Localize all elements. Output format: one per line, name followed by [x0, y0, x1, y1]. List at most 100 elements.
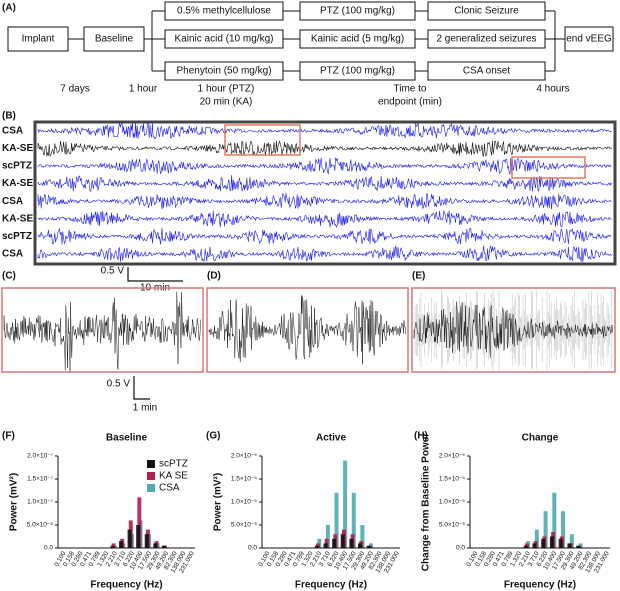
timeline-label: 1 hour (PTZ) — [198, 84, 255, 95]
panel-label: (A) — [2, 3, 16, 14]
bar — [340, 534, 345, 548]
bar — [314, 545, 319, 548]
panel-frame — [411, 287, 616, 373]
y-tick-label: 0.0 — [456, 545, 465, 552]
bar — [523, 545, 528, 548]
bar — [357, 543, 362, 548]
legend-swatch — [147, 472, 155, 480]
scale-bar — [127, 267, 183, 282]
row-label: CSA — [2, 125, 23, 136]
bar — [136, 525, 141, 548]
spectra: (F) Baseline Power (mV²) Frequency (Hz) 0.0 5… — [2, 431, 611, 591]
scale-label: 0.5 V — [101, 266, 125, 277]
timeline-label: 20 min (KA) — [200, 97, 253, 108]
panel-label: (F) — [2, 431, 15, 442]
box-label: Implant — [22, 34, 55, 45]
box — [427, 61, 546, 81]
y-tick-label: 2.0×10⁻⁷ — [27, 453, 53, 460]
bar — [552, 492, 557, 548]
box-label: Phenytoin (50 mg/kg) — [176, 66, 271, 77]
panel-label: (E) — [412, 271, 425, 282]
legend-swatch — [147, 484, 155, 492]
bar — [144, 534, 149, 548]
y-axis-label: Power (mV²) — [213, 473, 224, 531]
row-label: KA-SE — [2, 213, 33, 224]
bar — [334, 492, 339, 548]
eeg-trace — [37, 175, 612, 192]
chart-title: Change — [522, 433, 559, 444]
eeg-trace — [208, 295, 407, 365]
y-tick-label: 2.0×10⁻⁵ — [231, 453, 257, 460]
bar — [543, 511, 548, 548]
box-label: PTZ (100 mg/kg) — [320, 6, 395, 17]
eeg-trace — [37, 210, 612, 228]
highlight-box — [224, 124, 301, 156]
eeg-trace — [37, 157, 612, 175]
x-axis-label: Frequency (Hz) — [504, 580, 576, 591]
bar — [110, 545, 115, 548]
bar — [360, 525, 365, 548]
box — [164, 1, 284, 21]
y-tick-label: 1.5×10⁻⁵ — [439, 476, 465, 483]
bar — [137, 497, 142, 548]
box-label: Kainic acid (10 mg/kg) — [175, 34, 274, 45]
timeline-label: Time to — [394, 84, 427, 95]
bar — [534, 529, 539, 548]
timeline-label: 7 days — [60, 84, 89, 95]
eeg-trace — [37, 140, 612, 157]
chart-title: Active — [316, 433, 346, 444]
bar — [569, 534, 574, 548]
box — [299, 1, 416, 21]
timeline-label: 1 hour — [129, 84, 158, 95]
box-label: 2 generalized seizures — [436, 34, 536, 45]
scale-bar — [133, 376, 150, 400]
box-label: end vEEG — [566, 34, 612, 45]
box-label: Clonic Seizure — [454, 6, 519, 17]
bar — [366, 545, 371, 548]
axis — [469, 456, 610, 549]
bar — [343, 460, 348, 548]
row-label: CSA — [2, 196, 23, 207]
box — [7, 26, 69, 52]
highlight-box — [511, 156, 586, 179]
bar — [351, 492, 356, 548]
panel-frame — [206, 287, 409, 373]
bar — [558, 538, 563, 548]
timeline-label: 4 hours — [536, 84, 569, 95]
box-label: Kainic acid (5 mg/kg) — [311, 34, 404, 45]
row-label: CSA — [2, 249, 23, 260]
bar — [349, 538, 354, 548]
box-label: CSA onset — [463, 66, 510, 77]
trace-frame — [33, 120, 617, 266]
y-tick-label: 5.0×10⁻⁶ — [231, 522, 257, 529]
panel-label: (G) — [206, 431, 220, 442]
y-tick-label: 1.0×10⁻⁵ — [439, 499, 465, 506]
bar — [325, 525, 330, 548]
panel-frame — [1, 287, 204, 373]
y-tick-label: 1.0×10⁻⁷ — [27, 499, 53, 506]
row-label: scPTZ — [2, 231, 32, 242]
bar — [332, 538, 337, 548]
y-tick-label: 1.0×10⁻⁵ — [231, 499, 257, 506]
scale-label: 0.5 V — [107, 379, 131, 390]
box — [164, 61, 284, 81]
bar — [576, 545, 581, 548]
box — [427, 1, 546, 21]
bar — [532, 543, 537, 548]
axis — [57, 456, 195, 549]
box — [299, 61, 416, 81]
box-label: 0.5% methylcellulose — [177, 6, 271, 17]
y-tick-label: 1.5×10⁻⁵ — [231, 476, 257, 483]
box — [83, 26, 145, 52]
box-label: PTZ (100 mg/kg) — [320, 66, 395, 77]
box — [564, 26, 614, 52]
x-axis-label: Frequency (Hz) — [295, 580, 367, 591]
scale-label: 1 min — [133, 403, 157, 414]
eeg-trace — [37, 192, 612, 210]
row-label: KA-SE — [2, 143, 33, 154]
y-tick-label: 0.0 — [44, 545, 53, 552]
zoom-panels: (C) (D) (E) — [1, 271, 616, 373]
y-tick-label: 2.0×10⁻⁵ — [439, 453, 465, 460]
panel-label: (D) — [207, 271, 221, 282]
